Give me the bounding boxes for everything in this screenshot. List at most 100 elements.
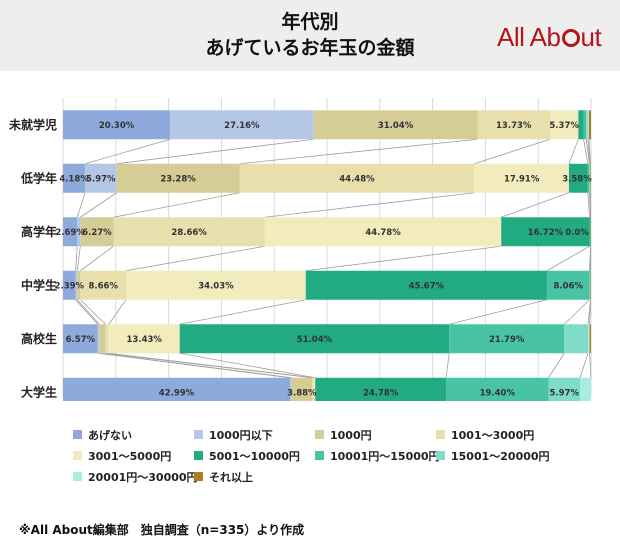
series-connector-line bbox=[76, 246, 81, 271]
series-connector-line bbox=[75, 246, 78, 271]
legend-item: 1000円 bbox=[315, 427, 372, 443]
legend-label: あげない bbox=[88, 429, 132, 442]
data-label: 3.88% bbox=[287, 388, 317, 398]
legend-swatch bbox=[194, 472, 203, 481]
bar-segment bbox=[583, 110, 587, 140]
header-band bbox=[0, 0, 620, 71]
legend-label: 20001円～30000円 bbox=[88, 471, 198, 484]
bar-segment bbox=[580, 377, 591, 401]
bar-segment bbox=[568, 163, 588, 193]
series-connector-line bbox=[99, 352, 292, 379]
bar-segment bbox=[587, 163, 590, 193]
category-label: 高学年 bbox=[21, 224, 57, 239]
legend-item: 10001円～15000円 bbox=[315, 448, 440, 464]
data-label: 3.58% bbox=[562, 174, 592, 184]
data-label: 28.66% bbox=[171, 228, 207, 238]
bar-segment bbox=[501, 217, 590, 247]
bar-segment bbox=[588, 110, 591, 140]
data-label: 31.04% bbox=[378, 121, 414, 131]
data-label: 8.66% bbox=[88, 281, 118, 291]
bar-segment bbox=[113, 217, 265, 247]
bar-segment bbox=[305, 270, 547, 300]
bar-segment bbox=[85, 163, 117, 193]
data-label: 5.97% bbox=[550, 388, 580, 398]
bar-segment bbox=[564, 324, 588, 354]
series-connector-line bbox=[587, 192, 590, 218]
series-connector-line bbox=[474, 138, 551, 165]
legend-label: 10001円～15000円 bbox=[330, 450, 440, 463]
series-connector-line bbox=[179, 299, 306, 325]
all-about-logo: All Ab ut bbox=[497, 22, 602, 53]
bar-segment bbox=[589, 163, 590, 193]
data-label: 2.39% bbox=[55, 281, 85, 291]
bar-segment bbox=[63, 110, 171, 140]
legend-swatch bbox=[73, 430, 82, 439]
data-label: 5.97% bbox=[86, 174, 116, 184]
bar-segment bbox=[586, 110, 588, 140]
series-connector-line bbox=[449, 299, 548, 325]
series-connector-line bbox=[80, 245, 114, 272]
bar-segment bbox=[63, 217, 78, 247]
bar-segment bbox=[446, 377, 549, 401]
bar-segment bbox=[546, 270, 590, 300]
legend-item: 5001～10000円 bbox=[194, 448, 300, 464]
data-label: 17.91% bbox=[504, 174, 540, 184]
series-connector-line bbox=[239, 138, 478, 165]
series-connector-line bbox=[589, 353, 592, 378]
data-label: 45.67% bbox=[409, 281, 445, 291]
bar-segment bbox=[587, 110, 589, 140]
category-label: 低学年 bbox=[20, 170, 57, 185]
series-connector-line bbox=[264, 192, 475, 218]
legend-label: 15001～20000円 bbox=[451, 450, 550, 463]
data-label: 44.48% bbox=[339, 174, 375, 184]
series-connector-line bbox=[445, 353, 450, 378]
bar-segment bbox=[291, 377, 313, 401]
data-label: 19.40% bbox=[480, 388, 516, 398]
bar-segment bbox=[105, 324, 109, 354]
bar-segment bbox=[126, 270, 306, 300]
bar-segment bbox=[80, 217, 114, 247]
chart-title-line2: あげているお年玉の金額 bbox=[205, 37, 415, 59]
data-label: 0.0% bbox=[565, 228, 589, 238]
series-connector-line bbox=[587, 139, 591, 164]
legend-item: 15001～20000円 bbox=[436, 448, 550, 464]
bar-segment bbox=[590, 163, 591, 193]
legend-swatch bbox=[73, 472, 82, 481]
logo-text-start: All Ab bbox=[497, 22, 561, 52]
bar-segment bbox=[548, 377, 581, 401]
legend-label: それ以上 bbox=[209, 471, 253, 484]
legend-swatch bbox=[194, 451, 203, 460]
bar-segment bbox=[75, 270, 78, 300]
bar-segment bbox=[289, 377, 292, 401]
bar-segment bbox=[116, 163, 240, 193]
bar-segment bbox=[97, 324, 100, 354]
series-connector-line bbox=[179, 352, 316, 379]
legend-label: 1000円 bbox=[330, 429, 372, 442]
data-label: 24.78% bbox=[363, 388, 399, 398]
series-connector-line bbox=[113, 192, 240, 218]
series-connector-line bbox=[84, 138, 171, 165]
data-label: 27.16% bbox=[224, 121, 260, 131]
series-connector-line bbox=[126, 245, 265, 272]
bar-segment bbox=[589, 217, 591, 247]
bar-segment bbox=[108, 324, 180, 354]
data-label: 4.18% bbox=[59, 174, 89, 184]
bar-segment bbox=[63, 270, 76, 300]
logo-text-end: ut bbox=[580, 22, 602, 52]
category-label: 中学生 bbox=[21, 277, 57, 292]
logo-circle-icon bbox=[561, 29, 580, 47]
stacked-bar-chart: 未就学児 20.30% 27.16% 31.04% 13.73% 5.37% 低学年 4.18… bbox=[8, 98, 592, 401]
series-connector-line bbox=[80, 192, 117, 218]
bar-segment bbox=[589, 270, 591, 300]
category-label: 未就学児 bbox=[8, 117, 57, 132]
data-label: 13.43% bbox=[127, 335, 163, 345]
series-connector-line bbox=[583, 139, 589, 164]
data-label: 2.69% bbox=[55, 228, 85, 238]
series-connector-line bbox=[579, 353, 589, 378]
data-label: 20.30% bbox=[99, 121, 135, 131]
legend-item: 1000円以下 bbox=[194, 427, 273, 443]
data-label: 23.28% bbox=[160, 174, 196, 184]
bar-segment bbox=[474, 163, 569, 193]
legend-label: 5001～10000円 bbox=[209, 450, 300, 463]
bar-segment bbox=[578, 110, 584, 140]
